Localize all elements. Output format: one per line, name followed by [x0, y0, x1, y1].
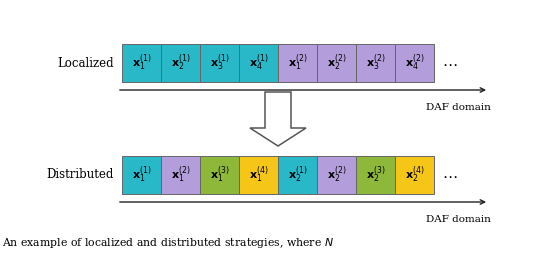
Text: $\mathbf{x}_{1}^{(1)}$: $\mathbf{x}_{1}^{(1)}$: [132, 53, 151, 73]
Text: An example of localized and distributed strategies, where $N$: An example of localized and distributed …: [2, 236, 334, 250]
FancyBboxPatch shape: [161, 156, 200, 194]
Text: $\mathbf{x}_{3}^{(2)}$: $\mathbf{x}_{3}^{(2)}$: [365, 53, 386, 73]
Text: $\mathbf{x}_{2}^{(3)}$: $\mathbf{x}_{2}^{(3)}$: [365, 165, 386, 185]
FancyBboxPatch shape: [200, 156, 239, 194]
FancyBboxPatch shape: [122, 44, 161, 82]
Text: $\mathbf{x}_{1}^{(2)}$: $\mathbf{x}_{1}^{(2)}$: [288, 53, 307, 73]
Text: $\cdots$: $\cdots$: [442, 56, 458, 71]
Text: $\mathbf{x}_{2}^{(2)}$: $\mathbf{x}_{2}^{(2)}$: [326, 53, 347, 73]
Text: DAF domain: DAF domain: [426, 215, 491, 224]
Text: $\mathbf{x}_{4}^{(2)}$: $\mathbf{x}_{4}^{(2)}$: [405, 53, 424, 73]
Text: $\mathbf{x}_{2}^{(4)}$: $\mathbf{x}_{2}^{(4)}$: [405, 165, 424, 185]
Text: $\mathbf{x}_{4}^{(1)}$: $\mathbf{x}_{4}^{(1)}$: [249, 53, 268, 73]
Polygon shape: [250, 92, 306, 146]
FancyBboxPatch shape: [356, 44, 395, 82]
FancyBboxPatch shape: [317, 156, 356, 194]
FancyBboxPatch shape: [356, 156, 395, 194]
FancyBboxPatch shape: [395, 44, 434, 82]
FancyBboxPatch shape: [239, 44, 278, 82]
Text: $\mathbf{x}_{3}^{(1)}$: $\mathbf{x}_{3}^{(1)}$: [210, 53, 229, 73]
FancyBboxPatch shape: [317, 44, 356, 82]
Text: Distributed: Distributed: [47, 168, 114, 182]
Text: $\cdots$: $\cdots$: [442, 167, 458, 183]
FancyBboxPatch shape: [200, 44, 239, 82]
Text: $\mathbf{x}_{2}^{(2)}$: $\mathbf{x}_{2}^{(2)}$: [326, 165, 347, 185]
Text: DAF domain: DAF domain: [426, 103, 491, 112]
Text: $\mathbf{x}_{2}^{(1)}$: $\mathbf{x}_{2}^{(1)}$: [288, 165, 307, 185]
FancyBboxPatch shape: [278, 44, 317, 82]
FancyBboxPatch shape: [395, 156, 434, 194]
FancyBboxPatch shape: [239, 156, 278, 194]
Text: $\mathbf{x}_{1}^{(2)}$: $\mathbf{x}_{1}^{(2)}$: [171, 165, 190, 185]
Text: $\mathbf{x}_{1}^{(4)}$: $\mathbf{x}_{1}^{(4)}$: [249, 165, 268, 185]
Text: $\mathbf{x}_{2}^{(1)}$: $\mathbf{x}_{2}^{(1)}$: [171, 53, 190, 73]
FancyBboxPatch shape: [278, 156, 317, 194]
FancyBboxPatch shape: [161, 44, 200, 82]
Text: Localized: Localized: [57, 56, 114, 70]
FancyBboxPatch shape: [122, 156, 161, 194]
Text: $\mathbf{x}_{1}^{(3)}$: $\mathbf{x}_{1}^{(3)}$: [210, 165, 229, 185]
Text: $\mathbf{x}_{1}^{(1)}$: $\mathbf{x}_{1}^{(1)}$: [132, 165, 151, 185]
